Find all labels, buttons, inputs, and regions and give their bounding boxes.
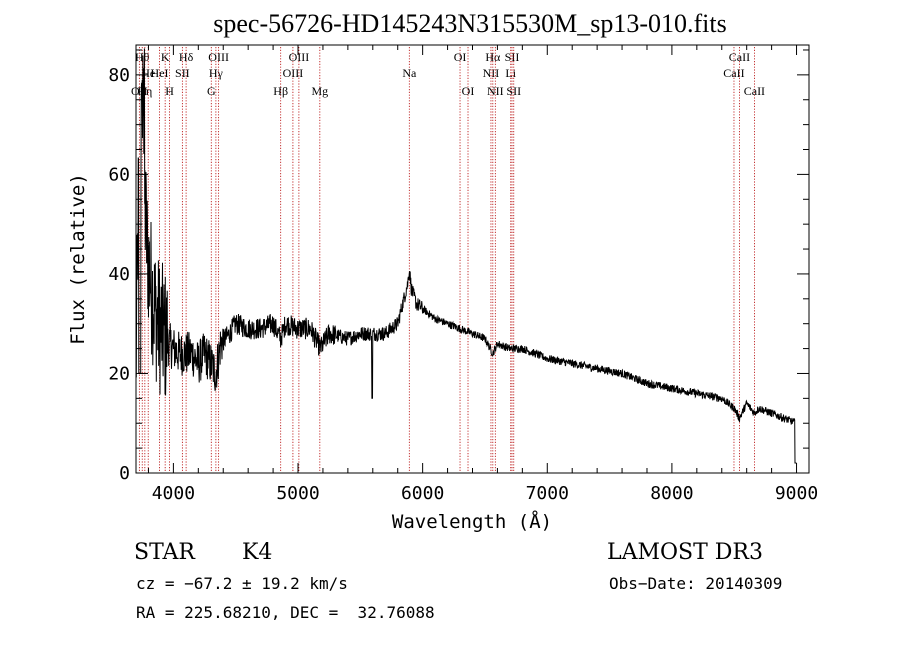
x-tick-label: 7000 (526, 483, 569, 504)
line-marker-label: OI (462, 84, 475, 98)
x-tick-label: 9000 (775, 483, 818, 504)
plot-frame (135, 44, 810, 474)
line-marker-label: H (165, 84, 174, 98)
y-tick-label: 80 (108, 65, 130, 86)
spectrum-line (135, 48, 797, 464)
x-tick-label: 6000 (401, 483, 444, 504)
line-marker-label: NII (487, 84, 504, 98)
line-markers: OIIHθHηHeHeIKHSIIHδGHγOIIIHβOIIIOIIIMgNa… (131, 47, 765, 473)
line-marker-label: K (161, 50, 170, 64)
object-class: STAR (134, 540, 195, 565)
x-tick-label: 4000 (152, 483, 195, 504)
y-tick-label: 60 (108, 164, 130, 185)
line-marker-label: Na (402, 66, 417, 80)
y-tick-label: 40 (108, 264, 130, 285)
line-marker-label: G (207, 84, 216, 98)
chart-title: spec-56726-HD145243N315530M_sp13-010.fit… (213, 9, 726, 38)
y-tick-label: 0 (119, 463, 130, 484)
survey-name: LAMOST DR3 (607, 540, 763, 565)
y-tick-label: 20 (108, 363, 130, 384)
coordinates: RA = 225.68210, DEC = 32.76088 (136, 603, 435, 622)
spectrum-plot: spec-56726-HD145243N315530M_sp13-010.fit… (67, 9, 818, 533)
line-marker-label: HeI (151, 66, 169, 80)
line-marker-label: Hβ (273, 84, 288, 98)
line-marker-label: OIII (289, 50, 310, 64)
line-marker-label: Hθ (135, 50, 150, 64)
x-tick-label: 5000 (276, 483, 319, 504)
redshift-velocity: cz = −67.2 ± 19.2 km/s (136, 574, 348, 593)
x-tick-label: 8000 (650, 483, 693, 504)
line-marker-label: OIII (208, 50, 229, 64)
line-marker-label: Hα (485, 50, 501, 64)
spectrum-series (135, 48, 797, 464)
x-axis-label: Wavelength (Å) (392, 510, 552, 533)
line-marker-label: Mg (311, 84, 328, 98)
spectral-subclass: K4 (242, 540, 273, 565)
line-marker-label: Li (505, 66, 516, 80)
line-marker-label: SII (175, 66, 190, 80)
line-marker-label: CaII (723, 66, 744, 80)
axes: 4000 5000 6000 7000 8000 9000 0 20 40 60 80 (108, 45, 818, 504)
line-marker-label: OI (454, 50, 467, 64)
line-marker-label: SII (506, 84, 521, 98)
line-marker-label: CaII (729, 50, 750, 64)
line-marker-label: Hγ (209, 66, 224, 80)
line-marker-label: Hδ (179, 50, 194, 64)
line-marker-label: OIII (283, 66, 304, 80)
observation-date: Obs−Date: 20140309 (609, 574, 783, 593)
line-marker-label: NII (483, 66, 500, 80)
line-marker-label: SII (505, 50, 520, 64)
y-axis-label: Flux (relative) (67, 173, 89, 345)
line-marker-label: CaII (744, 84, 765, 98)
